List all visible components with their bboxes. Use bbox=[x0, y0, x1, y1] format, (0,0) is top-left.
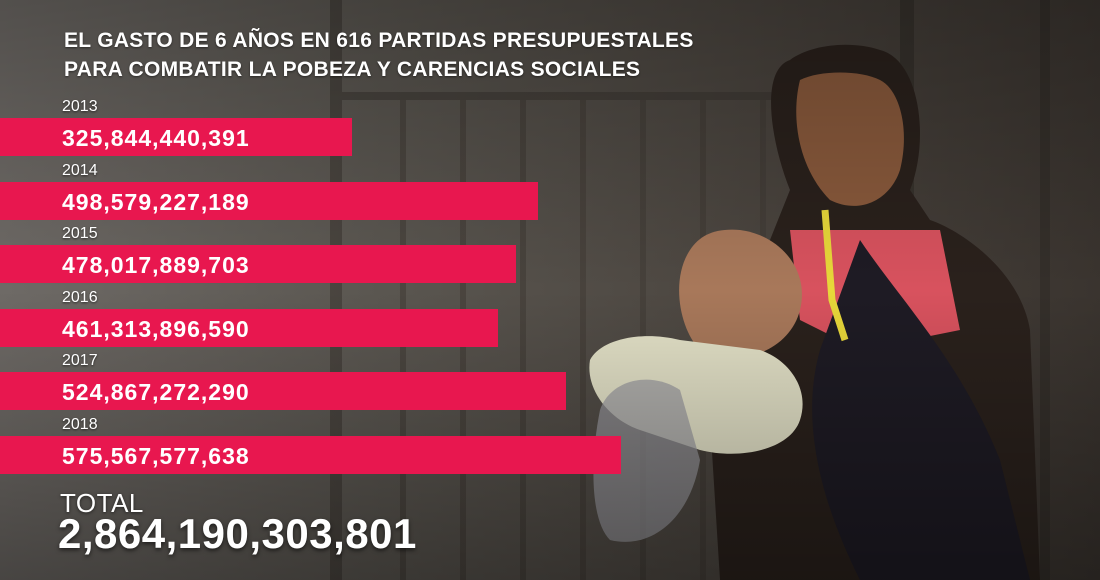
bar-value-label-2017: 524,867,272,290 bbox=[62, 379, 250, 405]
chart-title: EL GASTO DE 6 AÑOS EN 616 PARTIDAS PRESU… bbox=[64, 26, 764, 84]
title-line-1: EL GASTO DE 6 AÑOS EN 616 PARTIDAS PRESU… bbox=[64, 29, 694, 52]
bar-2017 bbox=[0, 372, 566, 410]
title-line-2: PARA COMBATIR LA POBEZA Y CARENCIAS SOCI… bbox=[64, 58, 641, 81]
bar-2018 bbox=[0, 435, 621, 474]
total-label: TOTAL bbox=[60, 488, 144, 518]
bar-value-label-2018: 575,567,577,638 bbox=[62, 442, 250, 469]
bar-2016 bbox=[0, 308, 498, 347]
bar-2014 bbox=[0, 181, 538, 220]
bar-value-label-2014: 498,579,227,189 bbox=[62, 188, 250, 215]
bar-value-label-2015: 478,017,889,703 bbox=[62, 252, 250, 278]
bar-2015 bbox=[0, 245, 516, 283]
year-label-2017: 2017 bbox=[62, 352, 98, 369]
year-label-2013: 2013 bbox=[62, 98, 98, 115]
total-value: 2,864,190,303,801 bbox=[58, 510, 417, 557]
year-label-2016: 2016 bbox=[62, 288, 98, 306]
bar-chart: 2013 325,844,440,391 2014 498,579,227,189 20… bbox=[0, 98, 621, 474]
year-label-2015: 2015 bbox=[62, 225, 98, 242]
bar-2013 bbox=[0, 118, 352, 156]
bar-value-label-2013: 325,844,440,391 bbox=[62, 125, 250, 151]
bar-value-label-2016: 461,313,896,590 bbox=[62, 315, 250, 342]
year-label-2014: 2014 bbox=[62, 161, 98, 179]
year-label-2018: 2018 bbox=[62, 415, 98, 433]
